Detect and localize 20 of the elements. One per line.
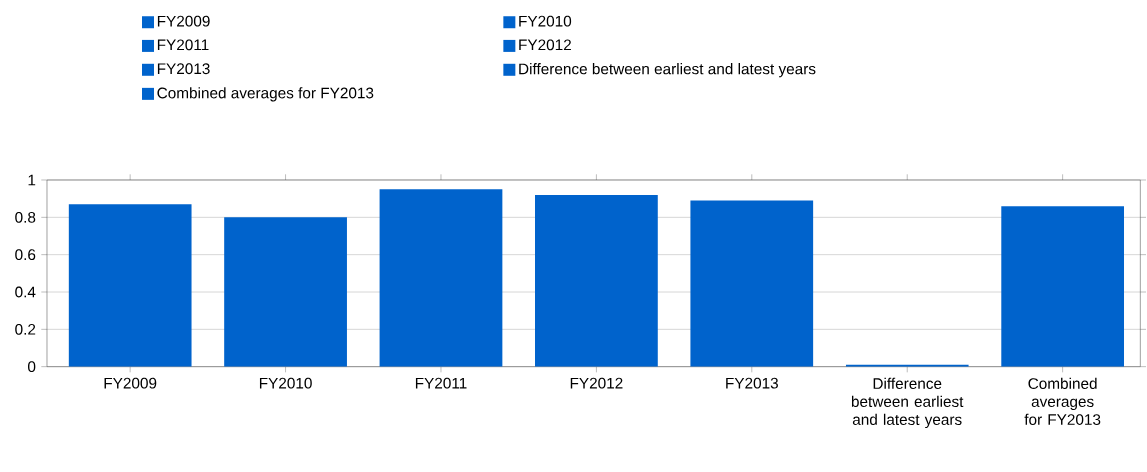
x-tick-label: FY2012 <box>570 377 623 389</box>
legend-label: FY2012 <box>519 39 571 51</box>
legend-label: FY2009 <box>157 15 210 27</box>
x-tick-label: FY2010 <box>259 377 312 389</box>
x-tick-label: FY2013 <box>726 377 778 389</box>
legend-label: Combined averages for FY2013 <box>157 87 374 102</box>
legend-label: Difference between earliest and latest years <box>519 63 816 78</box>
x-tick-label: FY2011 <box>415 377 467 389</box>
x-tick-label: FY2009 <box>104 377 157 389</box>
y-tick-label: 0.8 <box>15 211 36 223</box>
y-tick-label: 1 <box>28 174 36 186</box>
x-tick-label: Combined averages for FY2013 <box>1024 377 1101 425</box>
legend-label: FY2010 <box>519 15 572 27</box>
y-tick-label: 0.4 <box>15 286 36 298</box>
x-tick-label: Difference between earliest and latest years <box>851 377 964 429</box>
legend-label: FY2011 <box>157 39 209 51</box>
legend-label: FY2013 <box>157 63 210 75</box>
y-tick-label: 0 <box>28 361 36 373</box>
y-tick-label: 0.2 <box>15 323 36 335</box>
y-tick-label: 0.6 <box>15 249 36 261</box>
